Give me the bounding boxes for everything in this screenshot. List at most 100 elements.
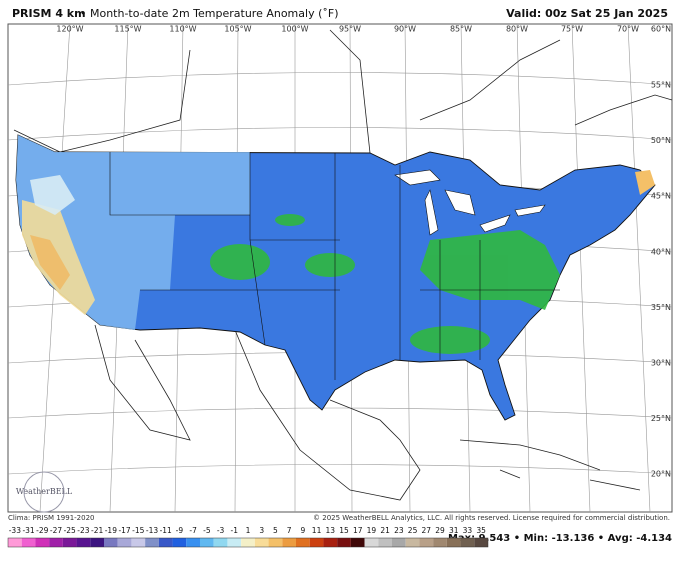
colorbar-label: -7 bbox=[189, 526, 197, 535]
colorbar-label: -9 bbox=[176, 526, 184, 535]
colorbar-label: -29 bbox=[36, 526, 48, 535]
colorbar-label: 17 bbox=[353, 526, 363, 535]
colorbar-label: 33 bbox=[463, 526, 473, 535]
colorbar-label: -31 bbox=[22, 526, 34, 535]
colorbar-swatch bbox=[433, 538, 447, 547]
product-subtitle: • Month-to-date 2m Temperature Anomaly (… bbox=[80, 7, 339, 20]
colorbar-label: -3 bbox=[217, 526, 225, 535]
longitude-label: 120°W bbox=[56, 25, 83, 34]
colorbar-swatch bbox=[200, 538, 214, 547]
colorbar-swatch bbox=[446, 538, 461, 547]
latitude-label: 35°N bbox=[651, 303, 671, 312]
colorbar-swatch bbox=[460, 538, 475, 547]
colorbar-frame bbox=[7, 537, 489, 548]
colorbar-label: 9 bbox=[300, 526, 305, 535]
colorbar-swatch bbox=[227, 538, 242, 547]
colorbar-swatch bbox=[145, 538, 159, 547]
colorbar-swatch bbox=[49, 538, 63, 547]
latitude-label: 20°N bbox=[651, 470, 671, 479]
colorbar-label: -17 bbox=[118, 526, 130, 535]
colorbar-label: -19 bbox=[105, 526, 117, 535]
colorbar-swatch bbox=[213, 538, 228, 547]
longitude-label: 60°N bbox=[651, 25, 671, 34]
colorbar-swatch bbox=[186, 538, 200, 547]
colorbar-swatch bbox=[172, 538, 187, 547]
colorbar-swatch bbox=[131, 538, 146, 547]
maine-warm bbox=[635, 170, 655, 195]
colorbar-label: 7 bbox=[287, 526, 292, 535]
coastlines bbox=[13, 29, 673, 501]
colorbar-label: -21 bbox=[91, 526, 103, 535]
northwest-mild bbox=[30, 175, 75, 215]
colorbar-label: 21 bbox=[380, 526, 390, 535]
colorbar-label: -23 bbox=[77, 526, 89, 535]
valid-time: Valid: 00z Sat 25 Jan 2025 bbox=[506, 7, 668, 20]
stats: Max: 9.543 • Min: -13.136 • Avg: -4.134 bbox=[448, 533, 672, 544]
colorbar-label: -25 bbox=[64, 526, 76, 535]
footer-right: © 2025 WeatherBELL Analytics, LLC. All r… bbox=[313, 514, 670, 522]
colorbar-swatch bbox=[474, 538, 488, 547]
colorbar-label: -15 bbox=[132, 526, 144, 535]
longitude-label: 105°W bbox=[224, 25, 251, 34]
colorbar-swatch bbox=[282, 538, 296, 547]
colorbar-label: 27 bbox=[422, 526, 432, 535]
colorbar-label: 19 bbox=[367, 526, 377, 535]
colorbar-swatch bbox=[35, 538, 50, 547]
colorbar-swatch bbox=[8, 538, 22, 547]
longitude-label: 75°W bbox=[561, 25, 583, 34]
colorbar-label: 31 bbox=[449, 526, 459, 535]
colorbar-swatch bbox=[419, 538, 434, 547]
colorbar-label: -1 bbox=[231, 526, 239, 535]
colorbar-swatch bbox=[392, 538, 406, 547]
colorbar-label: -27 bbox=[50, 526, 62, 535]
product-name: PRISM 4 km bbox=[12, 7, 86, 20]
colorbar-swatch bbox=[378, 538, 392, 547]
colorbar-label: 13 bbox=[326, 526, 336, 535]
colorbar-swatch bbox=[364, 538, 379, 547]
colorbar-swatch bbox=[117, 538, 132, 547]
longitude-label: 80°W bbox=[506, 25, 528, 34]
colorbar-swatch bbox=[76, 538, 91, 547]
longitude-label: 90°W bbox=[394, 25, 416, 34]
colorbar-label: 5 bbox=[273, 526, 278, 535]
logo-ring bbox=[23, 471, 65, 513]
colorbar-swatch bbox=[309, 538, 324, 547]
latitude-label: 30°N bbox=[651, 359, 671, 368]
colorbar-swatch bbox=[241, 538, 255, 547]
state-borders bbox=[109, 152, 560, 380]
colorbar-label: 23 bbox=[394, 526, 404, 535]
colorbar-swatch bbox=[62, 538, 77, 547]
colorbar-label: 1 bbox=[246, 526, 251, 535]
longitude-label: 95°W bbox=[339, 25, 361, 34]
colorbar-swatch bbox=[323, 538, 338, 547]
colorbar-swatch bbox=[21, 538, 36, 547]
latitude-label: 45°N bbox=[651, 192, 671, 201]
colorbar-label: 3 bbox=[259, 526, 264, 535]
colorbar-label: -5 bbox=[203, 526, 211, 535]
colorbar-label: 35 bbox=[476, 526, 486, 535]
colorbar-swatch bbox=[104, 538, 118, 547]
latitude-label: 50°N bbox=[651, 136, 671, 145]
colorbar-label: -13 bbox=[146, 526, 158, 535]
latitude-label: 55°N bbox=[651, 81, 671, 90]
colorbar-swatch bbox=[158, 538, 173, 547]
longitude-label: 85°W bbox=[450, 25, 472, 34]
colorbar-swatch bbox=[268, 538, 283, 547]
colorbar-swatch bbox=[405, 538, 420, 547]
colorbar-label: 25 bbox=[408, 526, 418, 535]
colorbar-label: -11 bbox=[160, 526, 172, 535]
logo: WeatherBELL bbox=[16, 487, 73, 496]
colorbar-label: 15 bbox=[339, 526, 349, 535]
colorbar-swatch bbox=[254, 538, 269, 547]
colorbar-label: -33 bbox=[9, 526, 21, 535]
california-warmest bbox=[30, 235, 70, 290]
colorbar-swatch bbox=[90, 538, 104, 547]
colorbar-swatch bbox=[296, 538, 310, 547]
footer-left: Clima: PRISM 1991-2020 bbox=[8, 514, 94, 522]
colorbar-label: 11 bbox=[312, 526, 322, 535]
colorbar-label: 29 bbox=[435, 526, 445, 535]
longitude-label: 110°W bbox=[169, 25, 196, 34]
great-lakes bbox=[394, 169, 546, 236]
